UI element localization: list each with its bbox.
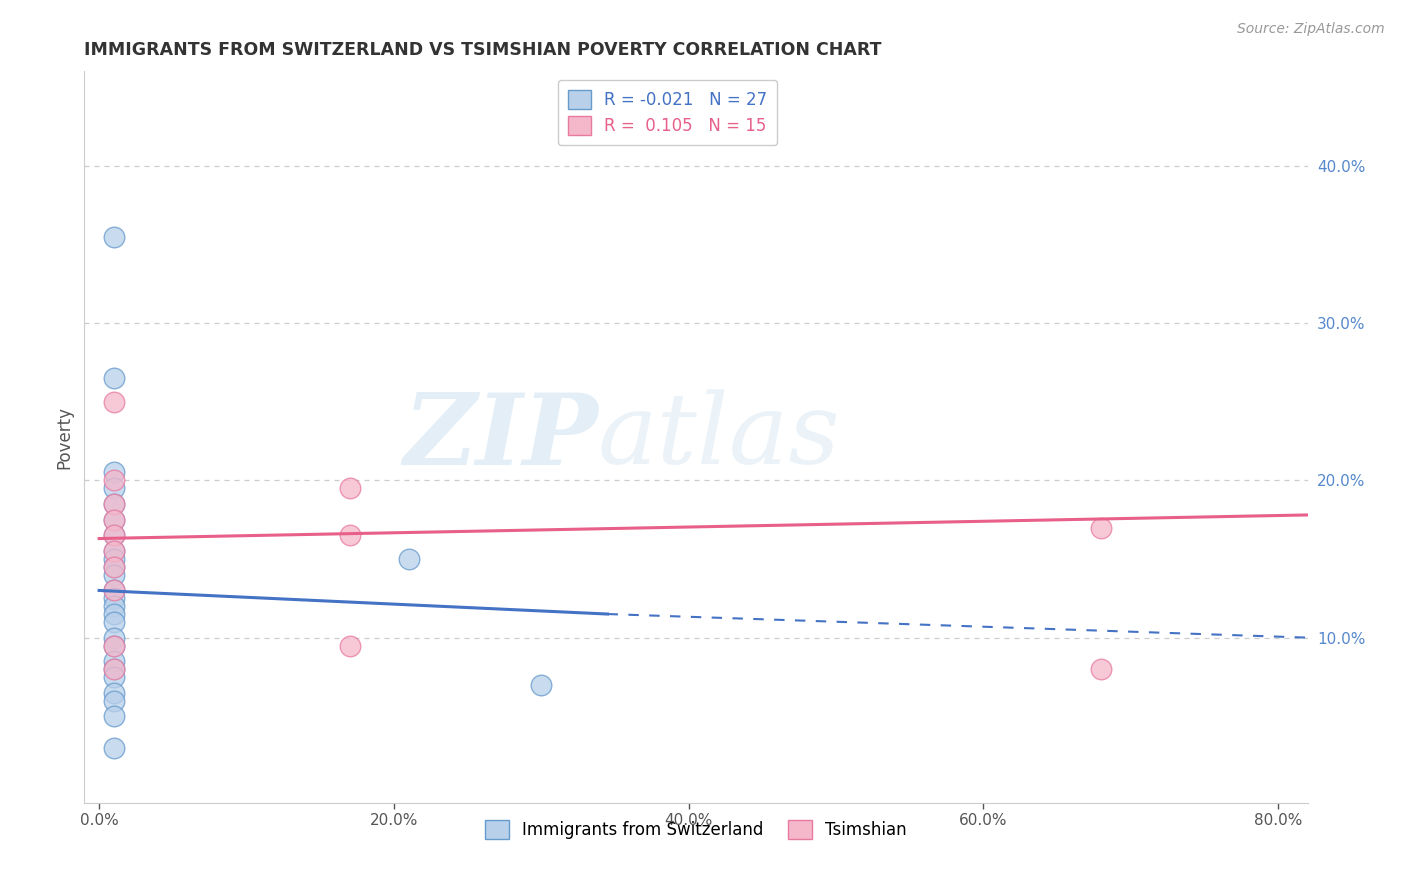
Point xyxy=(103,497,125,511)
Point xyxy=(103,513,125,527)
Point xyxy=(103,599,125,614)
Point xyxy=(103,662,125,676)
Text: IMMIGRANTS FROM SWITZERLAND VS TSIMSHIAN POVERTY CORRELATION CHART: IMMIGRANTS FROM SWITZERLAND VS TSIMSHIAN… xyxy=(84,41,882,59)
Legend: Immigrants from Switzerland, Tsimshian: Immigrants from Switzerland, Tsimshian xyxy=(478,814,914,846)
Point xyxy=(103,583,125,598)
Point xyxy=(103,559,125,574)
Point xyxy=(103,615,125,629)
Point xyxy=(103,528,125,542)
Point xyxy=(103,481,125,495)
Point xyxy=(103,591,125,606)
Point xyxy=(398,552,420,566)
Point xyxy=(103,686,125,700)
Text: Source: ZipAtlas.com: Source: ZipAtlas.com xyxy=(1237,22,1385,37)
Point xyxy=(103,559,125,574)
Point xyxy=(103,654,125,668)
Point xyxy=(103,709,125,723)
Point xyxy=(103,670,125,684)
Text: ZIP: ZIP xyxy=(404,389,598,485)
Point xyxy=(103,473,125,487)
Text: atlas: atlas xyxy=(598,390,841,484)
Point xyxy=(103,693,125,707)
Point xyxy=(339,528,361,542)
Point xyxy=(1090,662,1112,676)
Point xyxy=(103,607,125,621)
Point xyxy=(103,552,125,566)
Point xyxy=(103,631,125,645)
Point xyxy=(103,371,125,385)
Point xyxy=(103,544,125,558)
Point xyxy=(530,678,553,692)
Y-axis label: Poverty: Poverty xyxy=(55,406,73,468)
Point xyxy=(103,513,125,527)
Point xyxy=(103,528,125,542)
Point xyxy=(103,497,125,511)
Point xyxy=(103,740,125,755)
Point xyxy=(103,639,125,653)
Point xyxy=(103,229,125,244)
Point xyxy=(339,639,361,653)
Point xyxy=(103,544,125,558)
Point xyxy=(103,662,125,676)
Point xyxy=(103,639,125,653)
Point xyxy=(103,394,125,409)
Point xyxy=(103,466,125,480)
Point xyxy=(339,481,361,495)
Point xyxy=(103,567,125,582)
Point xyxy=(103,583,125,598)
Point xyxy=(1090,520,1112,534)
